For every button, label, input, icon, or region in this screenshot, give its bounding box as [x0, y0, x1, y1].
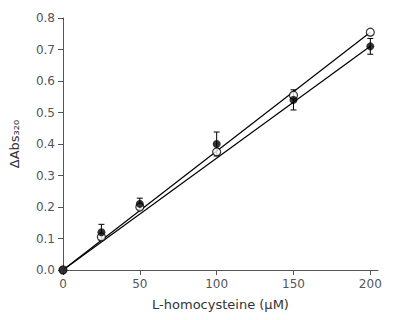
svg-text:L-homocysteine (μM): L-homocysteine (μM) [152, 297, 289, 312]
svg-text:0.2: 0.2 [36, 200, 55, 214]
svg-text:0.6: 0.6 [36, 74, 55, 88]
svg-text:100: 100 [205, 277, 228, 291]
svg-text:0.3: 0.3 [36, 169, 55, 183]
svg-text:0.8: 0.8 [36, 11, 55, 25]
svg-text:ΔAbs₃₂₀: ΔAbs₃₂₀ [7, 120, 22, 168]
svg-text:0.4: 0.4 [36, 137, 55, 151]
svg-text:0.1: 0.1 [36, 232, 55, 246]
svg-text:0: 0 [59, 277, 67, 291]
svg-text:150: 150 [282, 277, 305, 291]
svg-text:50: 50 [132, 277, 147, 291]
svg-text:200: 200 [359, 277, 382, 291]
svg-text:0.0: 0.0 [36, 263, 55, 277]
svg-text:0.7: 0.7 [36, 43, 55, 57]
svg-text:0.5: 0.5 [36, 106, 55, 120]
